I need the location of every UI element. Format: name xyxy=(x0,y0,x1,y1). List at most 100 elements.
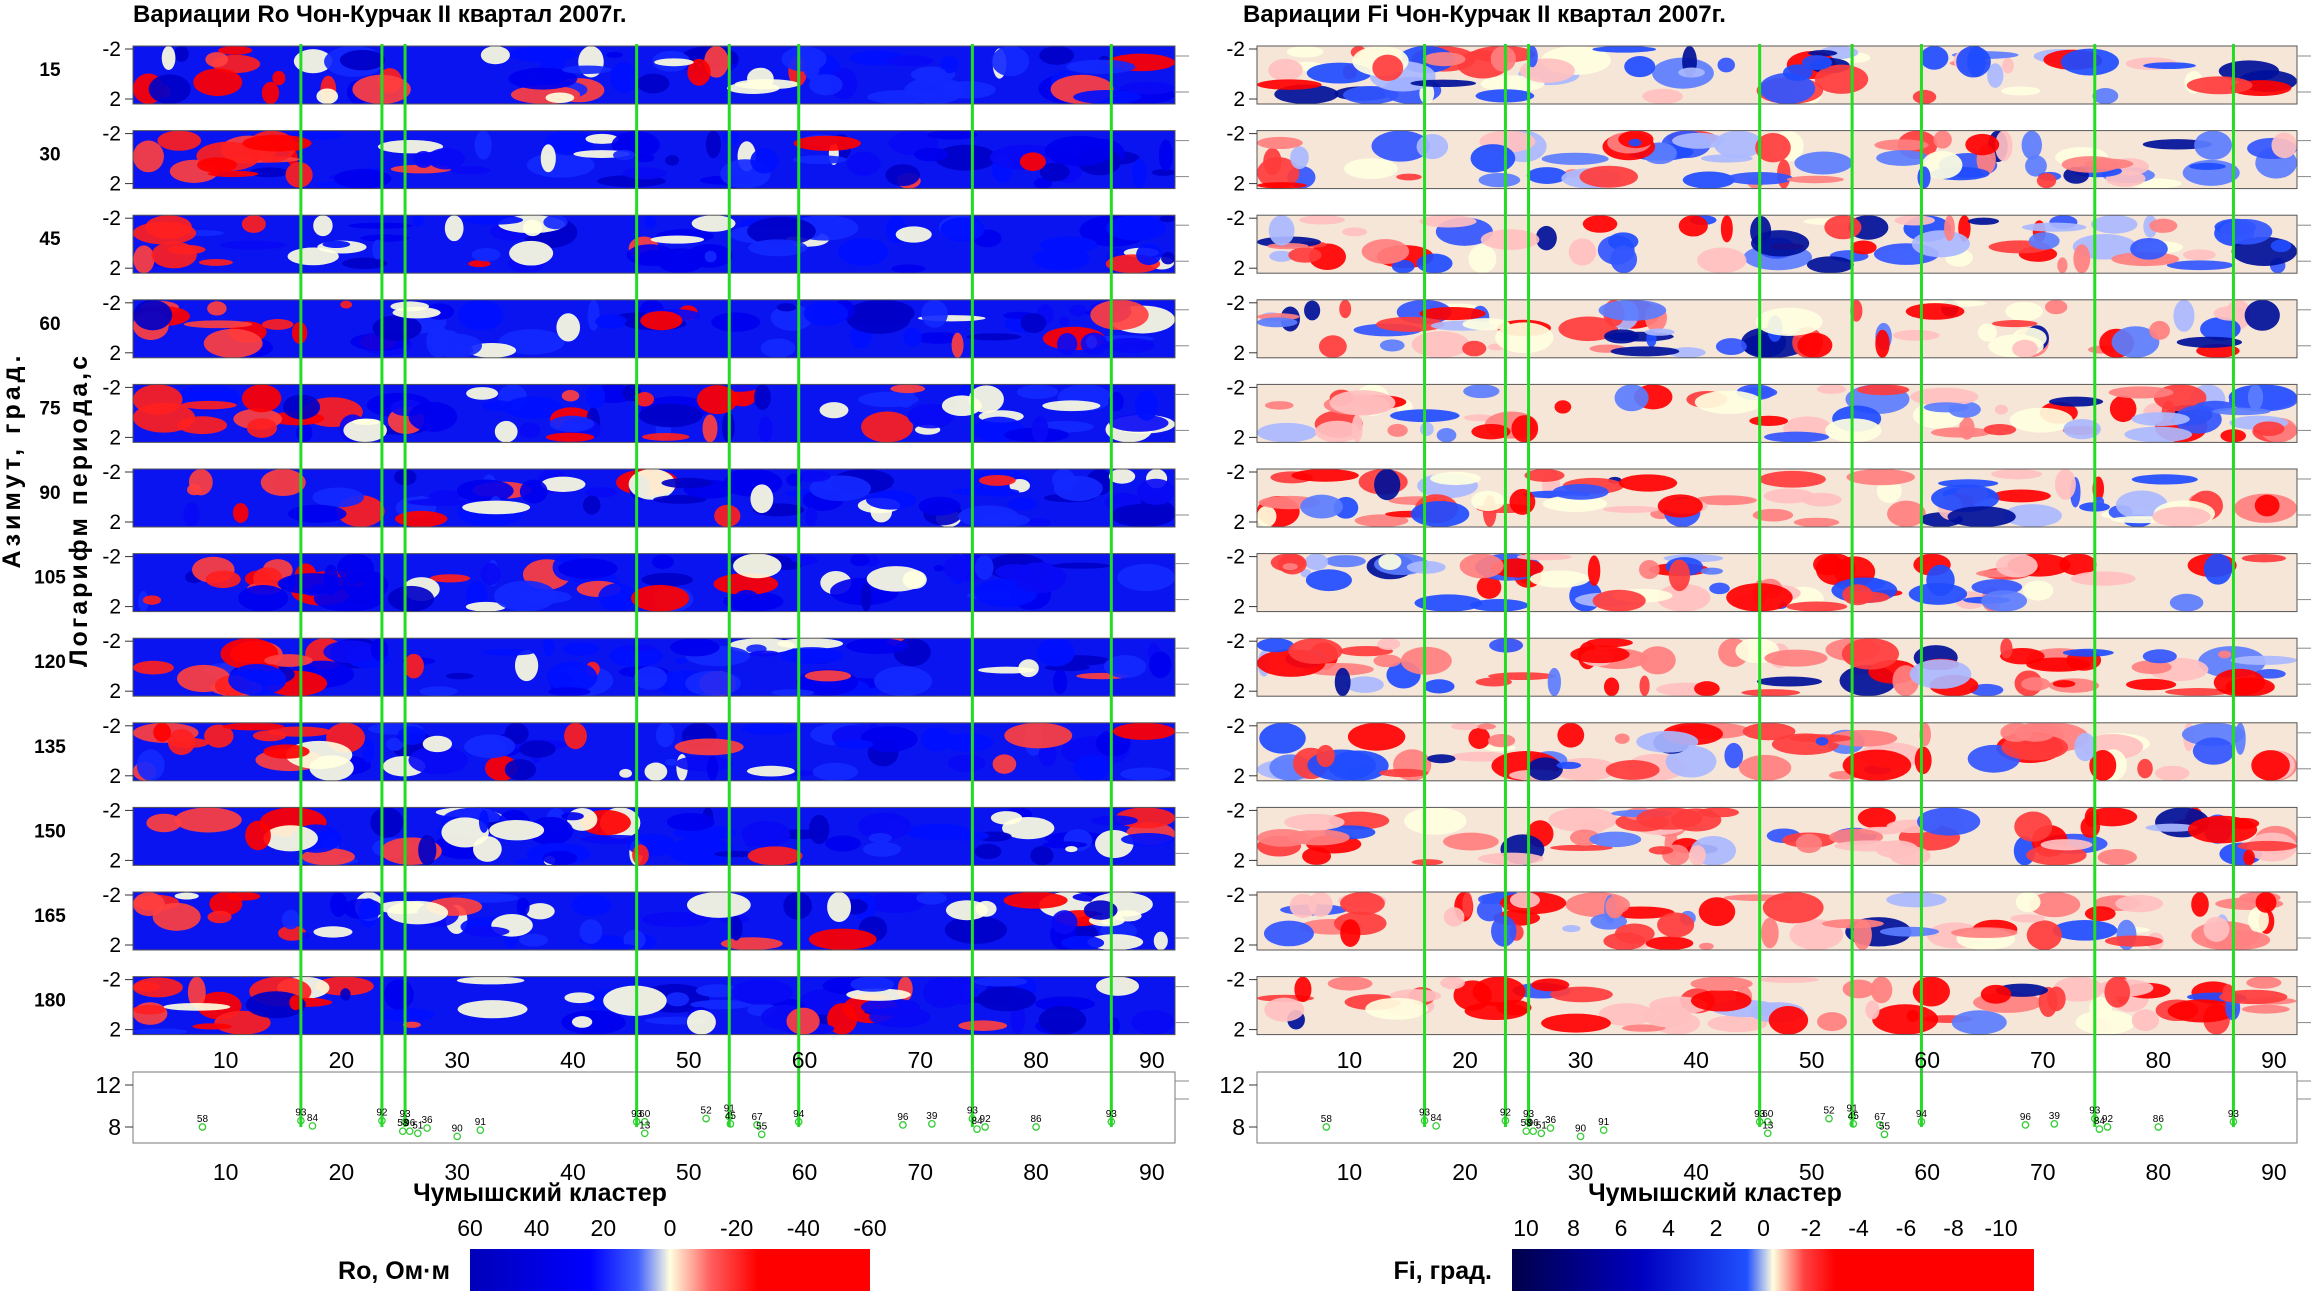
heatmap-cell xyxy=(214,1010,271,1035)
event-label: 93 xyxy=(400,1109,412,1120)
heatmap-cell xyxy=(1257,317,1298,328)
heatmap-cell xyxy=(1035,996,1095,1012)
heatmap-cell xyxy=(1678,67,1705,78)
heatmap-cell xyxy=(940,56,959,74)
heatmap-cell xyxy=(1562,924,1581,933)
heatmap-row-frame xyxy=(132,637,1176,697)
heatmap-cell xyxy=(183,502,200,527)
heatmap-cell xyxy=(918,496,961,516)
events-frame xyxy=(132,1071,1176,1144)
heatmap-cell xyxy=(339,49,386,71)
heatmap-cell xyxy=(1850,240,1877,255)
heatmap-cell xyxy=(2057,257,2068,274)
event-point xyxy=(476,1126,485,1135)
row-tick-label: 2 xyxy=(109,596,121,619)
heatmap-row-frame xyxy=(1256,722,2298,782)
heatmap-cell xyxy=(1842,749,1912,781)
heatmap-cell xyxy=(913,66,947,79)
heatmap-cell xyxy=(207,910,232,924)
heatmap-row: -2 2 xyxy=(1226,715,2311,788)
heatmap-cell xyxy=(241,215,266,233)
heatmap-cell xyxy=(1045,135,1114,166)
heatmap-cell xyxy=(1396,173,1422,181)
heatmap-cell xyxy=(1642,88,1684,104)
heatmap-cell xyxy=(471,248,501,262)
heatmap-cell xyxy=(1471,490,1505,512)
heatmap-cell xyxy=(2254,494,2280,517)
heatmap-cell xyxy=(819,402,849,419)
event-label: 93 xyxy=(1754,1109,1766,1120)
heatmap-cell xyxy=(1419,422,1434,437)
heatmap-cell xyxy=(874,666,933,697)
heatmap-cell xyxy=(133,892,165,917)
row-tick-label: -2 xyxy=(102,799,121,822)
heatmap-cell xyxy=(480,562,501,586)
x-tick-label: 20 xyxy=(1452,1047,1478,1073)
heatmap-cell xyxy=(809,74,843,96)
heatmap-cell xyxy=(2086,807,2138,827)
heatmap-cell xyxy=(370,807,404,838)
colorbar-tick-label: -20 xyxy=(720,1215,753,1241)
event-label: 51 xyxy=(412,1120,424,1131)
heatmap-cell xyxy=(1463,384,1500,399)
heatmap-cell xyxy=(2025,155,2047,177)
heatmap-cell xyxy=(509,240,554,266)
heatmap-cell xyxy=(2021,677,2051,691)
event-label: 90 xyxy=(1575,1123,1587,1134)
heatmap-cell xyxy=(1697,247,1747,274)
heatmap-cell xyxy=(362,738,375,763)
heatmap-cell xyxy=(343,418,387,443)
heatmap-cell xyxy=(625,644,656,652)
heatmap-cell xyxy=(482,400,514,412)
colorbar-tick-label: 4 xyxy=(1662,1215,1675,1241)
heatmap-cell xyxy=(2126,678,2177,691)
row-tick-label: -2 xyxy=(1226,630,1245,653)
heatmap-cell xyxy=(1668,347,1706,358)
heatmap-cell xyxy=(1586,638,1633,648)
heatmap-cell xyxy=(2270,239,2292,253)
heatmap-cell xyxy=(1759,72,1816,104)
heatmap-cell xyxy=(2145,823,2198,832)
event-label: 36 xyxy=(422,1115,434,1126)
heatmap-row: -2 2 xyxy=(1226,38,2311,111)
heatmap-row-frame xyxy=(1256,383,2298,443)
heatmap-cell xyxy=(835,739,874,750)
heatmap-cell xyxy=(1656,583,1711,612)
heatmap-cell xyxy=(1815,736,1829,746)
heatmap-cell xyxy=(1872,1004,1939,1035)
heatmap-cell xyxy=(770,304,813,331)
colorbar-tick-label: -60 xyxy=(853,1215,886,1241)
heatmap-cell xyxy=(741,821,791,848)
heatmap-cell xyxy=(518,422,541,439)
heatmap-cell xyxy=(1535,225,1557,251)
heatmap-cell xyxy=(153,722,172,742)
heatmap-cell xyxy=(1410,79,1477,88)
heatmap-row: -2 2 xyxy=(1226,376,2311,449)
heatmap-cell xyxy=(1007,497,1038,511)
event-label: 92 xyxy=(2102,1114,2114,1125)
heatmap-cell xyxy=(1476,899,1503,922)
heatmap-cell xyxy=(1476,575,1502,599)
heatmap-cell xyxy=(1724,742,1744,769)
heatmap-cell xyxy=(1797,332,1833,358)
heatmap-cell xyxy=(2097,849,2138,866)
heatmap-cell xyxy=(2070,571,2136,586)
heatmap-cell xyxy=(450,345,474,355)
heatmap-cell xyxy=(665,155,680,166)
heatmap-row-frame xyxy=(1256,130,2298,190)
event-label: 94 xyxy=(793,1109,805,1120)
heatmap-cell xyxy=(2152,506,2211,527)
event-label: 91 xyxy=(1847,1104,1859,1115)
heatmap-cell xyxy=(387,585,435,612)
heatmap-cell xyxy=(340,988,351,1001)
heatmap-cell xyxy=(1372,54,1404,82)
heatmap-cell xyxy=(610,61,638,94)
row-tick-label: -2 xyxy=(1226,715,1245,738)
heatmap-cell xyxy=(1119,221,1145,240)
heatmap-cell xyxy=(516,897,530,916)
heatmap-cell xyxy=(1019,152,1046,172)
heatmap-cell xyxy=(261,81,280,104)
heatmap-cell xyxy=(1112,722,1175,740)
heatmap-cell xyxy=(1690,989,1752,1012)
heatmap-cell xyxy=(204,724,234,748)
